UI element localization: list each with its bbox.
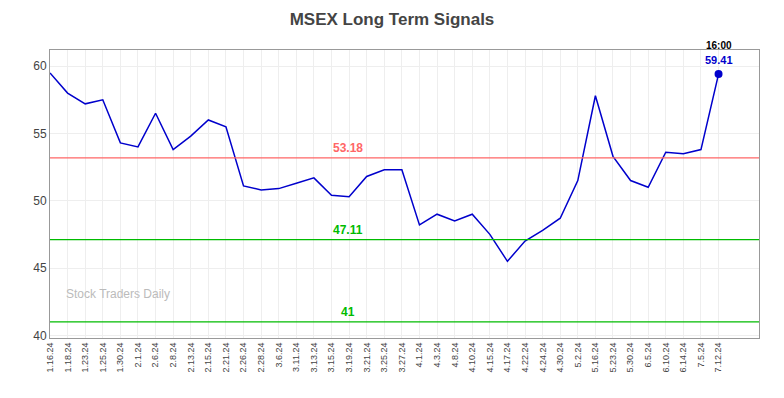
svg-text:3.13.24: 3.13.24 [309,343,319,373]
svg-text:59.41: 59.41 [705,54,733,66]
svg-text:5.2.24: 5.2.24 [573,343,583,368]
svg-text:Stock Traders Daily: Stock Traders Daily [66,287,170,301]
svg-text:4.15.24: 4.15.24 [485,343,495,373]
svg-text:2.28.24: 2.28.24 [256,343,266,373]
svg-text:5.23.24: 5.23.24 [608,343,618,373]
svg-text:47.11: 47.11 [333,223,363,237]
svg-text:1.23.24: 1.23.24 [80,343,90,373]
svg-text:2.15.24: 2.15.24 [203,343,213,373]
svg-text:16:00: 16:00 [706,40,732,51]
svg-text:MSEX Long Term Signals: MSEX Long Term Signals [290,10,495,29]
svg-text:2.6.24: 2.6.24 [150,343,160,368]
svg-text:6.10.24: 6.10.24 [661,343,671,373]
svg-text:3.11.24: 3.11.24 [291,343,301,372]
svg-text:2.26.24: 2.26.24 [238,343,248,373]
svg-text:6.14.24: 6.14.24 [678,343,688,373]
svg-text:50: 50 [33,194,47,208]
svg-text:3.27.24: 3.27.24 [397,343,407,373]
svg-text:7.12.24: 7.12.24 [713,343,723,373]
svg-text:60: 60 [33,59,47,73]
svg-text:4.30.24: 4.30.24 [555,343,565,373]
svg-text:2.21.24: 2.21.24 [221,343,231,373]
svg-text:1.16.24: 1.16.24 [45,343,55,373]
svg-text:4.22.24: 4.22.24 [520,343,530,373]
svg-text:4.17.24: 4.17.24 [502,343,512,373]
svg-text:4.8.24: 4.8.24 [450,343,460,368]
svg-text:5.30.24: 5.30.24 [626,343,636,373]
svg-text:53.18: 53.18 [333,141,363,155]
svg-text:45: 45 [33,261,47,275]
svg-text:6.5.24: 6.5.24 [643,343,653,368]
svg-text:1.18.24: 1.18.24 [63,343,73,373]
svg-text:2.1.24: 2.1.24 [133,343,143,368]
svg-text:3.25.24: 3.25.24 [379,343,389,373]
svg-text:2.13.24: 2.13.24 [186,343,196,373]
svg-text:3.6.24: 3.6.24 [274,343,284,368]
svg-text:1.25.24: 1.25.24 [98,343,108,373]
svg-text:4.10.24: 4.10.24 [467,343,477,373]
svg-text:4.3.24: 4.3.24 [432,343,442,368]
svg-text:4.1.24: 4.1.24 [414,343,424,368]
svg-text:3.19.24: 3.19.24 [344,343,354,373]
svg-text:1.30.24: 1.30.24 [115,343,125,373]
svg-text:3.15.24: 3.15.24 [326,343,336,373]
svg-text:41: 41 [341,305,355,319]
svg-text:2.8.24: 2.8.24 [168,343,178,368]
svg-text:3.21.24: 3.21.24 [362,343,372,373]
svg-text:4.24.24: 4.24.24 [538,343,548,373]
svg-text:5.16.24: 5.16.24 [590,343,600,373]
svg-text:40: 40 [33,329,47,343]
svg-text:55: 55 [33,127,47,141]
svg-text:7.5.24: 7.5.24 [696,343,706,368]
